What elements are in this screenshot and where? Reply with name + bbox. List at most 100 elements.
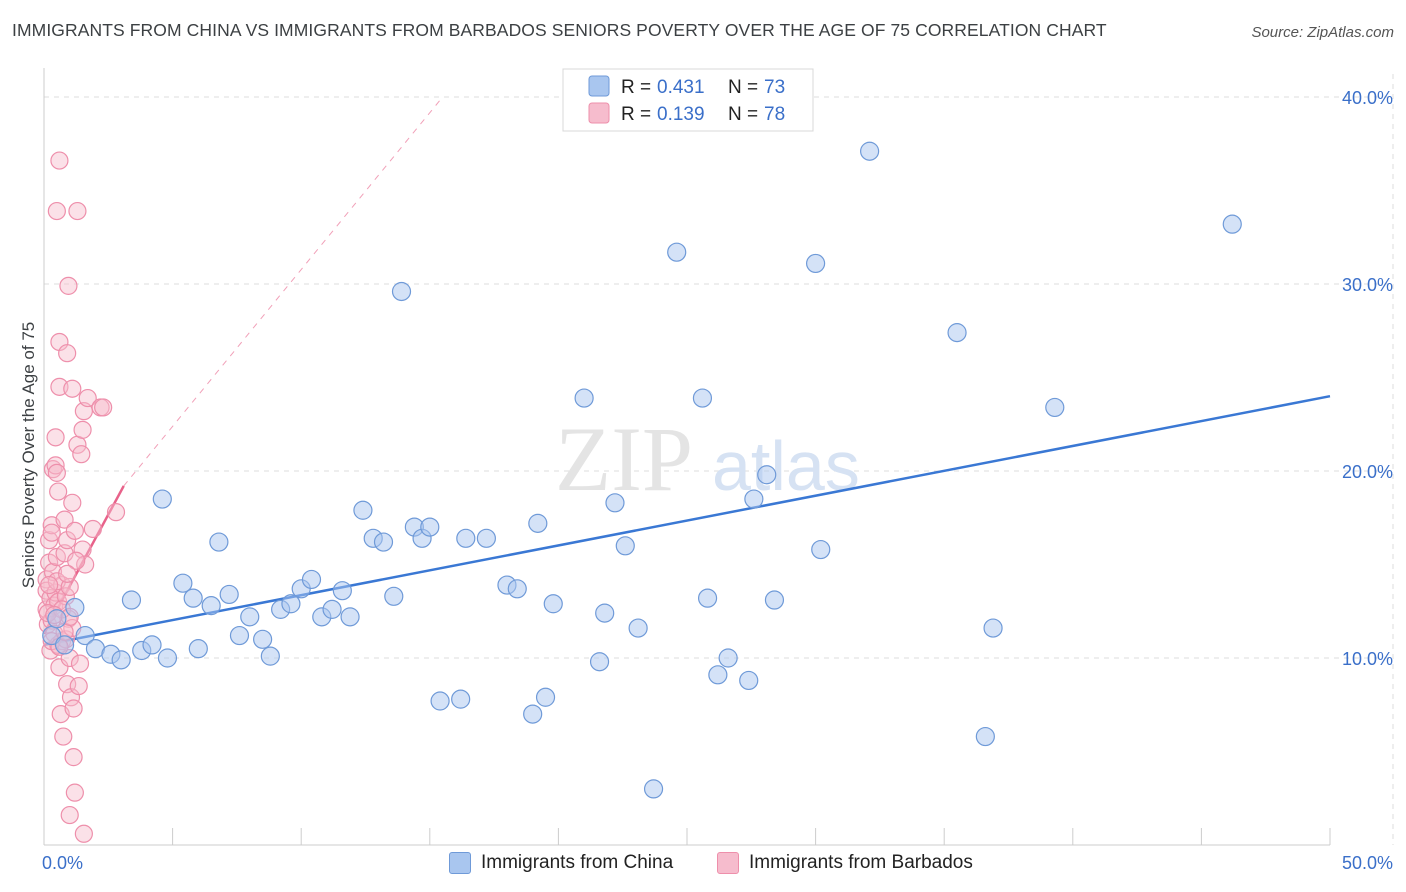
barbados-point [78, 388, 97, 408]
china-point [697, 588, 718, 608]
china-point [111, 650, 131, 670]
china-point [589, 652, 610, 672]
china-point [301, 569, 322, 590]
barbados-point [63, 493, 82, 512]
china-point [384, 586, 404, 606]
china-point [322, 599, 342, 619]
legend-swatch-barbados [588, 102, 610, 124]
barbados-point [47, 463, 66, 482]
china-point [1222, 214, 1242, 234]
china-point [260, 646, 280, 666]
china-point [805, 253, 826, 274]
y-axis-label: Seniors Poverty Over the Age of 75 [19, 322, 38, 588]
china-point [983, 618, 1003, 638]
barbados-point [106, 503, 126, 522]
china-point [605, 493, 625, 513]
y-tick-label: 10.0% [1342, 649, 1393, 669]
china-point [523, 704, 543, 724]
china-point [456, 528, 476, 548]
barbados-point [63, 379, 82, 398]
china-point [229, 625, 250, 646]
china-point [430, 691, 450, 711]
legend-r-value-barbados: 0.139 [657, 104, 705, 125]
y-tick-label: 20.0% [1342, 462, 1393, 482]
barbados-points [37, 151, 126, 843]
watermark-zip: ZIP [555, 408, 693, 510]
barbados-point [58, 564, 77, 583]
china-point [615, 536, 635, 556]
top-legend: R = 0.431 N = 73 R = 0.139 N = 78 [562, 68, 814, 132]
bottom-legend: Immigrants from China Immigrants from Ba… [0, 850, 1406, 880]
trend-lines [42, 96, 1331, 647]
y-tick-label: 30.0% [1342, 275, 1393, 295]
china-point [340, 607, 360, 627]
china-point [353, 500, 373, 520]
china-point [54, 635, 75, 655]
legend-n-value-barbados: 78 [764, 104, 785, 125]
axes [43, 68, 1331, 846]
china-trend-line [43, 394, 1331, 647]
tick-labels: 10.0% 20.0% 30.0% 40.0% 0.0% 50.0% [42, 88, 1393, 873]
china-point [253, 629, 273, 649]
china-point [65, 597, 85, 618]
china-point [476, 528, 496, 548]
china-point [183, 588, 203, 608]
legend-swatch-barbados-bottom [717, 852, 739, 874]
barbados-point [40, 531, 59, 550]
barbados-point [73, 540, 92, 559]
china-points [42, 141, 1242, 799]
china-point [281, 594, 301, 614]
china-point [543, 594, 563, 614]
china-point [757, 465, 777, 485]
china-point [643, 779, 664, 799]
barbados-point [74, 824, 93, 843]
china-point [157, 648, 178, 668]
barbados-point [58, 531, 77, 550]
china-point [528, 513, 548, 533]
china-point [574, 388, 594, 408]
barbados-point [68, 201, 87, 221]
legend-n-value-china: 73 [764, 77, 785, 98]
china-point [391, 281, 412, 302]
legend-swatch-china [588, 75, 610, 97]
barbados-point [69, 676, 88, 696]
china-point [420, 517, 440, 537]
china-point [152, 489, 172, 509]
barbados-point [58, 344, 77, 363]
china-point [718, 648, 738, 668]
china-point [744, 489, 764, 509]
legend-r-label-china: R = [621, 77, 651, 98]
china-point [75, 625, 95, 646]
y-tick-label: 40.0% [1342, 88, 1393, 108]
barbados-point [59, 276, 78, 295]
legend-item-china: Immigrants from China [449, 852, 673, 874]
barbados-point [47, 201, 66, 221]
barbados-point [54, 727, 73, 746]
china-point [667, 242, 687, 262]
barbados-point [64, 748, 83, 767]
china-point [201, 596, 221, 616]
legend-r-label-barbados: R = [621, 104, 651, 125]
china-point [373, 532, 394, 552]
china-point [739, 670, 759, 691]
source-credit: Source: ZipAtlas.com [1251, 24, 1394, 41]
china-point [507, 579, 527, 599]
legend-label-china: Immigrants from China [481, 852, 674, 873]
barbados-point [46, 428, 65, 447]
barbados-point [55, 510, 74, 529]
barbados-point [73, 420, 92, 439]
barbados-point [50, 151, 69, 170]
china-point [142, 635, 162, 655]
barbados-point [83, 519, 102, 539]
barbados-point [94, 398, 113, 417]
x-tick-label-min: 0.0% [42, 853, 83, 873]
china-point [947, 323, 967, 343]
barbados-point [40, 575, 59, 595]
china-point [595, 603, 615, 623]
china-point [219, 584, 239, 605]
china-point [451, 689, 471, 709]
barbados-point [72, 445, 91, 464]
barbados-point [49, 482, 68, 501]
china-point [47, 609, 67, 629]
